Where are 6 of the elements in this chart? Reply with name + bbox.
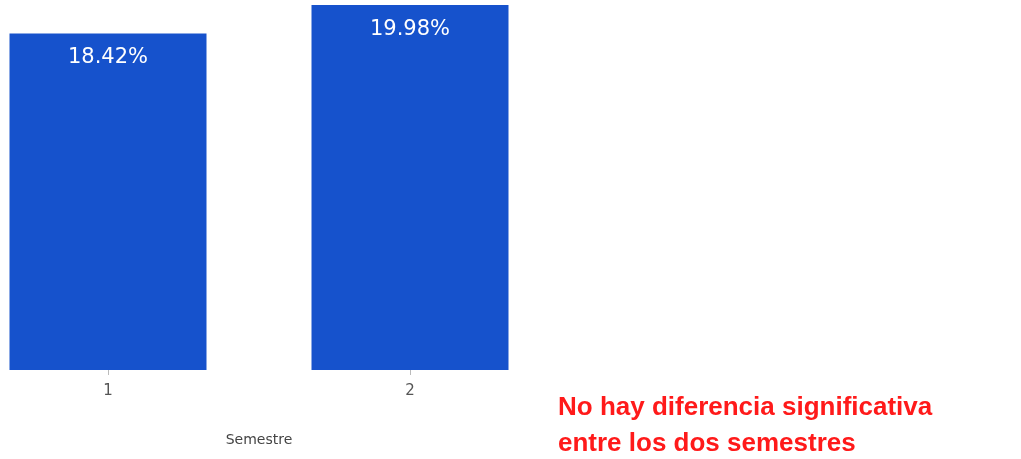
data-label: 19.98% [369, 15, 451, 40]
text: No hay diferencia significativa entre los dos semestres [558, 391, 940, 457]
x-axis-title: Semestre [225, 431, 293, 447]
x-tick-label: 2 [405, 380, 415, 399]
x-tick-label: 1 [103, 380, 113, 399]
data-label: 18.42% [67, 44, 149, 68]
